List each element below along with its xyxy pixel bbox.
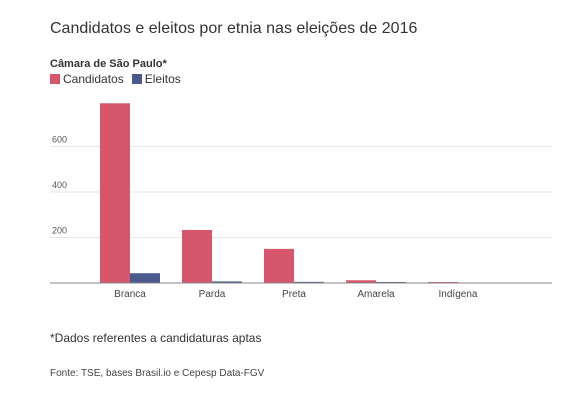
bar-eleitos-1 bbox=[130, 273, 160, 283]
chart-legend: Candidatos Eleitos bbox=[50, 72, 189, 86]
bar-candidatos-4 bbox=[346, 280, 376, 283]
x-tick-label-5: Indígena bbox=[439, 289, 478, 300]
y-tick-label-600: 600 bbox=[52, 135, 67, 145]
bar-candidatos-3 bbox=[264, 248, 294, 283]
legend-item-eleitos: Eleitos bbox=[131, 72, 181, 86]
y-tick-label-200: 200 bbox=[52, 226, 67, 236]
legend-swatch-eleitos bbox=[131, 74, 142, 84]
bar-eleitos-3 bbox=[294, 281, 324, 283]
chart-title: Candidatos e eleitos por etnia nas eleiç… bbox=[50, 20, 418, 37]
x-tick-label-1: Branca bbox=[114, 289, 146, 300]
y-tick-label-400: 400 bbox=[52, 180, 67, 190]
legend-item-candidatos: Candidatos bbox=[50, 72, 124, 86]
bar-candidatos-1 bbox=[100, 103, 130, 284]
bar-eleitos-2 bbox=[212, 281, 242, 283]
x-tick-label-2: Parda bbox=[199, 289, 226, 300]
bar-candidatos-2 bbox=[182, 229, 212, 283]
source-note: Fonte: TSE, bases Brasil.io e Cepesp Dat… bbox=[50, 368, 265, 379]
footnote: *Dados referentes a candidaturas aptas bbox=[50, 331, 262, 345]
legend-label-candidatos: Candidatos bbox=[63, 72, 124, 86]
chart-subtitle: Câmara de São Paulo* bbox=[50, 58, 167, 70]
x-tick-label-3: Preta bbox=[282, 289, 306, 300]
legend-swatch-candidatos bbox=[50, 74, 60, 84]
legend-label-eleitos: Eleitos bbox=[144, 72, 181, 86]
x-tick-label-4: Amarela bbox=[357, 289, 395, 300]
